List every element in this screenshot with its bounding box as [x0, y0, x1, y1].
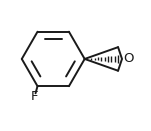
- Circle shape: [124, 54, 133, 64]
- Text: O: O: [123, 52, 134, 66]
- Text: F: F: [31, 90, 38, 103]
